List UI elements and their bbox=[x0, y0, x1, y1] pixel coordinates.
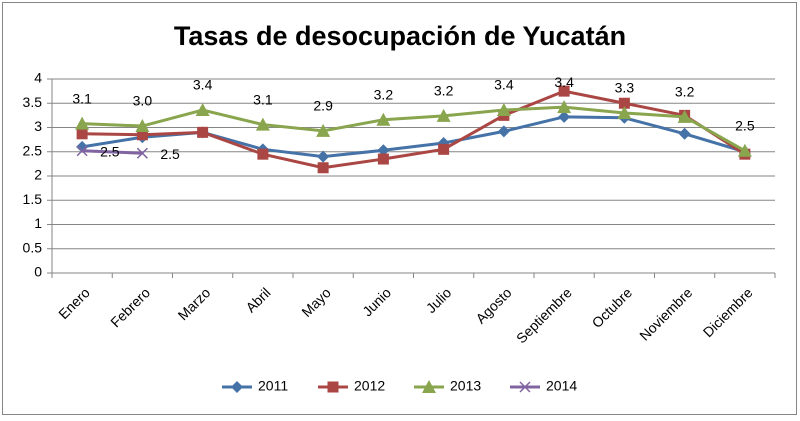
data-label: 3.3 bbox=[615, 80, 635, 96]
y-tick-label: 1.5 bbox=[23, 191, 43, 207]
marker bbox=[377, 153, 389, 165]
y-tick-label: 0 bbox=[34, 264, 42, 280]
marker bbox=[497, 125, 510, 138]
data-label: 3.1 bbox=[253, 91, 273, 107]
y-tick-label: 2 bbox=[34, 167, 42, 183]
series-line bbox=[82, 105, 746, 153]
marker bbox=[195, 103, 210, 117]
marker bbox=[136, 147, 148, 159]
data-label: 2.5 bbox=[100, 143, 120, 159]
y-tick-label: 3.5 bbox=[23, 94, 43, 110]
marker bbox=[317, 150, 330, 163]
y-tick-label: 2.5 bbox=[23, 142, 43, 158]
marker bbox=[376, 112, 391, 126]
legend-label: 2013 bbox=[450, 378, 481, 394]
data-label: 2.5 bbox=[735, 117, 755, 133]
data-label: 3.4 bbox=[554, 74, 574, 90]
marker bbox=[436, 108, 451, 122]
legend-label: 2012 bbox=[354, 378, 385, 394]
series-line bbox=[82, 89, 746, 170]
marker bbox=[197, 126, 209, 138]
marker bbox=[231, 381, 243, 393]
marker bbox=[438, 143, 450, 155]
legend: 2011 2012 2013 2014 bbox=[222, 378, 577, 394]
marker bbox=[327, 381, 339, 393]
marker bbox=[135, 119, 150, 133]
marker bbox=[422, 380, 436, 393]
data-label: 3.0 bbox=[133, 93, 153, 109]
marker bbox=[255, 117, 270, 131]
y-tick-label: 3 bbox=[34, 118, 42, 134]
legend-label: 2014 bbox=[546, 378, 577, 394]
marker bbox=[557, 100, 572, 114]
y-tick-label: 4 bbox=[34, 70, 42, 86]
series-line bbox=[82, 149, 143, 155]
chart-title: Tasas de desocupación de Yucatán bbox=[174, 21, 626, 51]
marker bbox=[136, 129, 148, 141]
data-label: 2.9 bbox=[313, 98, 333, 114]
y-tick-label: 0.5 bbox=[23, 239, 43, 255]
chart-frame bbox=[2, 2, 797, 415]
data-label: 3.1 bbox=[72, 90, 92, 106]
marker bbox=[677, 109, 692, 123]
y-tick-label: 1 bbox=[34, 215, 42, 231]
marker bbox=[496, 103, 511, 117]
data-label: 2.5 bbox=[160, 146, 180, 162]
data-label: 3.2 bbox=[675, 84, 695, 100]
data-label: 3.4 bbox=[193, 77, 213, 93]
marker bbox=[519, 381, 531, 393]
marker bbox=[257, 148, 269, 160]
marker bbox=[558, 85, 570, 97]
marker bbox=[76, 145, 88, 157]
marker bbox=[737, 143, 752, 157]
marker bbox=[558, 110, 571, 123]
marker bbox=[618, 97, 630, 109]
data-label: 3.4 bbox=[494, 77, 514, 93]
data-label: 3.2 bbox=[374, 86, 394, 102]
marker bbox=[317, 162, 329, 174]
marker bbox=[377, 144, 390, 157]
marker bbox=[617, 105, 632, 119]
marker bbox=[316, 123, 331, 137]
plot: 3.1 3.0 3.4 3.1 2.9 3.2 3.2 3.4 3.4 3.3 3.2 2.5 2.5 2… bbox=[72, 74, 755, 174]
data-label: 3.2 bbox=[434, 83, 454, 99]
legend-label: 2011 bbox=[258, 378, 288, 394]
marker bbox=[678, 127, 691, 140]
marker bbox=[75, 116, 90, 130]
marker bbox=[76, 128, 88, 140]
